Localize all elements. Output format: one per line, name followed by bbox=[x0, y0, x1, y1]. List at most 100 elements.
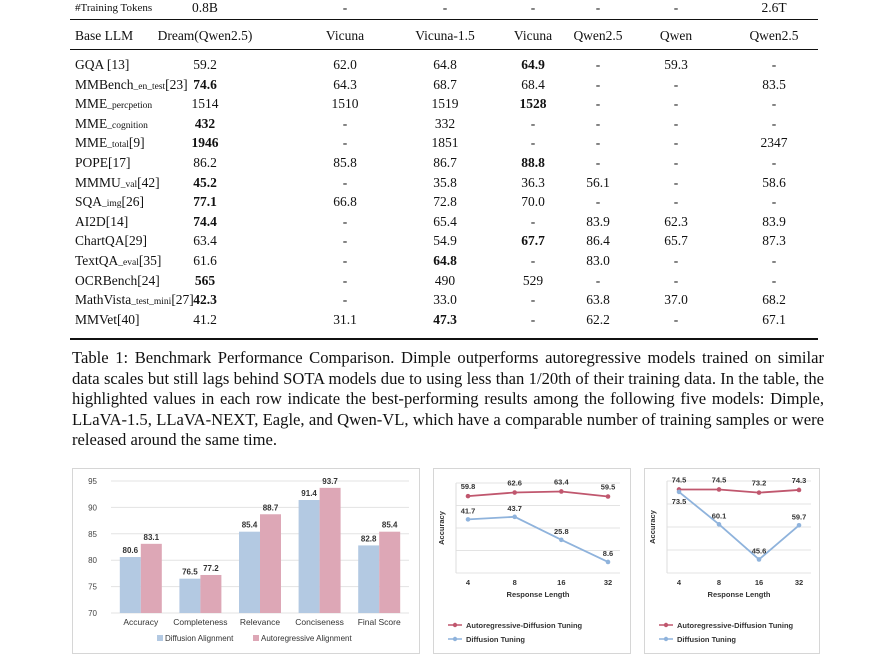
table-cell: 86.2 bbox=[193, 155, 217, 170]
table-cell: 67.1 bbox=[762, 311, 786, 327]
table-row: TextQA_eval[35] 61.6 - 64.8 - 83.0 - - bbox=[70, 251, 818, 271]
table-cell: Qwen2.5 bbox=[573, 28, 623, 43]
table-cell: - bbox=[530, 115, 536, 131]
row-label: OCRBench[24] bbox=[75, 271, 160, 291]
table-cell: - bbox=[342, 233, 348, 249]
table-cell: - bbox=[342, 0, 348, 15]
table-rule bbox=[70, 49, 818, 50]
y-tick-label: 90 bbox=[88, 503, 97, 512]
row-label-name: GQA bbox=[75, 57, 104, 72]
table-row: MMBench_en_test[23] 74.6 64.3 68.7 68.4 - - 83.… bbox=[70, 75, 818, 95]
point-value-label: 59.8 bbox=[461, 482, 476, 491]
row-label-name: MMVet bbox=[75, 311, 118, 327]
row-label: MMMU_val[42] bbox=[75, 173, 160, 195]
bar-value-label: 85.4 bbox=[382, 521, 398, 530]
row-label-name: AI2D bbox=[75, 213, 106, 229]
table-cell: - bbox=[673, 135, 679, 151]
x-tick-label: Accuracy bbox=[123, 617, 159, 627]
point-value-label: 74.5 bbox=[712, 475, 727, 484]
row-label-name: ChartQA bbox=[75, 233, 125, 249]
x-tick-label: 8 bbox=[513, 578, 517, 587]
table-cell: 66.8 bbox=[333, 194, 357, 210]
row-label-name: MME bbox=[75, 96, 108, 112]
table-cell: 332 bbox=[434, 115, 456, 131]
row-label-name: Base LLM bbox=[75, 28, 134, 43]
legend-marker bbox=[663, 622, 669, 628]
row-label-subscript: _en_test bbox=[133, 81, 166, 92]
row-label-ref: [42] bbox=[137, 174, 160, 190]
table-cell: - bbox=[673, 194, 679, 210]
table-cell: Vicuna bbox=[513, 28, 553, 43]
x-tick-label: 8 bbox=[717, 578, 721, 587]
table-cell: - bbox=[673, 115, 679, 131]
table-cell: 529 bbox=[522, 272, 544, 288]
table-row: SQA_img[26] 77.1 66.8 72.8 70.0 - - - bbox=[70, 192, 818, 212]
table-cell: - bbox=[342, 174, 348, 190]
table-cell: 87.3 bbox=[762, 233, 786, 249]
row-label-ref: [14] bbox=[105, 213, 129, 229]
x-tick-label: Completeness bbox=[173, 617, 227, 627]
row-label-subscript: _eval bbox=[118, 258, 139, 268]
table-row: MathVista_test_mini[27] 42.3 - 33.0 - 63.8 37.… bbox=[70, 290, 818, 310]
table-cell: 37.0 bbox=[664, 292, 688, 308]
table-cell: 68.2 bbox=[762, 292, 786, 308]
point-value-label: 59.5 bbox=[601, 483, 616, 492]
legend-label: Autoregressive Alignment bbox=[261, 634, 352, 643]
data-point bbox=[559, 537, 564, 543]
training-tokens-row: #Training Tokens 0.8B - - - - - 2.6T bbox=[70, 0, 818, 18]
table-cell: 74.6 bbox=[193, 76, 217, 92]
x-axis-label: Response Length bbox=[708, 590, 771, 599]
table-cell: - bbox=[673, 96, 679, 112]
point-value-label: 63.4 bbox=[554, 477, 569, 486]
table-cell: 85.8 bbox=[333, 155, 357, 170]
table-cell: - bbox=[673, 76, 679, 92]
table-row: ChartQA[29] 63.4 - 54.9 67.7 86.4 65.7 87.3 bbox=[70, 231, 818, 251]
table-cell: 35.8 bbox=[433, 174, 457, 190]
row-label-subscript: _test_mini bbox=[131, 297, 172, 308]
table-cell: 77.1 bbox=[193, 194, 217, 210]
table-cell: - bbox=[530, 213, 536, 229]
data-point bbox=[465, 517, 471, 522]
table-cell: - bbox=[771, 194, 777, 210]
table-cell: Vicuna bbox=[325, 28, 365, 43]
bar bbox=[140, 543, 162, 613]
table-cell: 1851 bbox=[431, 135, 459, 151]
table-cell: 432 bbox=[194, 115, 216, 131]
row-label-name: MME bbox=[75, 115, 108, 131]
table-cell: - bbox=[530, 311, 536, 327]
table-cell: 68.7 bbox=[433, 76, 457, 92]
table-cell: - bbox=[673, 0, 679, 15]
x-tick-label: 16 bbox=[557, 578, 565, 587]
table-cell: - bbox=[442, 0, 448, 15]
row-label: Base LLM bbox=[75, 26, 133, 46]
table-cell: - bbox=[771, 57, 777, 72]
bar bbox=[179, 578, 201, 613]
bar-value-label: 80.6 bbox=[123, 546, 139, 555]
table-cell: - bbox=[595, 115, 601, 131]
row-label-name: MMBench bbox=[75, 76, 134, 92]
row-label-ref: [13] bbox=[103, 57, 130, 72]
point-value-label: 60.1 bbox=[712, 511, 727, 520]
x-axis-label: Response Length bbox=[507, 590, 570, 599]
data-point bbox=[605, 494, 611, 499]
bar-value-label: 77.2 bbox=[203, 564, 219, 573]
table-cell: - bbox=[595, 135, 601, 151]
table-cell: 86.4 bbox=[586, 233, 610, 249]
table-cell: 61.6 bbox=[193, 253, 217, 268]
table-cell: - bbox=[595, 76, 601, 92]
table-cell: 1510 bbox=[331, 96, 359, 112]
row-label-ref: [24] bbox=[137, 272, 160, 288]
table-cell: 2347 bbox=[760, 135, 788, 151]
table-bottom-rule bbox=[70, 338, 818, 340]
bar bbox=[260, 514, 281, 613]
row-label-name: SQA bbox=[75, 194, 103, 210]
bar-value-label: 93.7 bbox=[322, 477, 338, 486]
data-point bbox=[796, 487, 802, 493]
table-cell: - bbox=[595, 96, 601, 112]
table-cell: - bbox=[595, 155, 601, 170]
table-row: GQA [13] 59.2 62.0 64.8 64.9 - 59.3 - bbox=[70, 55, 818, 75]
table-row: POPE[17] 86.2 85.8 86.7 88.8 - - - bbox=[70, 153, 818, 173]
table-cell: Dream(Qwen2.5) bbox=[157, 28, 253, 43]
x-tick-label: Relevance bbox=[240, 617, 280, 627]
bar bbox=[200, 574, 222, 613]
